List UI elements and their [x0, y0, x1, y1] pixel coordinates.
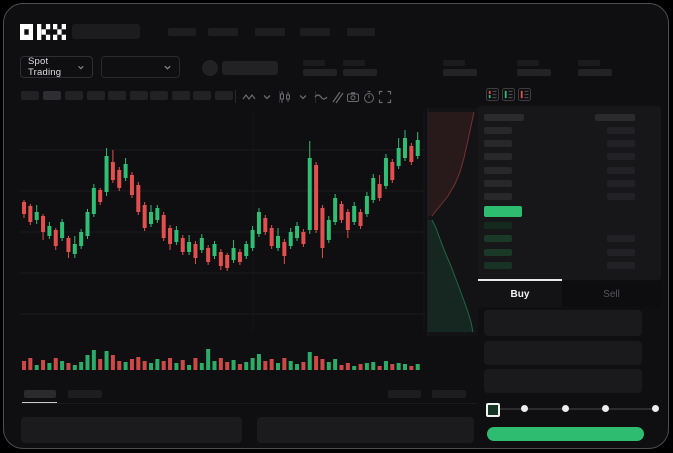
- stat-value-5: [578, 69, 612, 76]
- price-input[interactable]: [484, 310, 642, 336]
- candlestick-chart[interactable]: [20, 112, 425, 332]
- fullscreen-icon[interactable]: [378, 90, 392, 104]
- chevron-down-icon[interactable]: [260, 90, 274, 104]
- orderbook-amount-header: [595, 114, 635, 121]
- slider-stop-1[interactable]: [520, 405, 528, 412]
- market-type-label: Spot Trading: [28, 56, 62, 78]
- active-tab-indicator: [478, 279, 562, 281]
- slider-stop-3[interactable]: [601, 405, 609, 412]
- nav-item-4[interactable]: [300, 28, 330, 36]
- stat-value-4: [517, 69, 551, 76]
- timeframe-button-3[interactable]: [65, 91, 83, 100]
- bottom-divider: [20, 403, 477, 404]
- market-type-dropdown[interactable]: Spot Trading: [20, 56, 93, 78]
- ask-row-price[interactable]: [484, 166, 512, 174]
- slider-stop-4[interactable]: [651, 405, 659, 412]
- timeframe-button-5[interactable]: [108, 91, 126, 100]
- sell-tab-label: Sell: [603, 288, 620, 300]
- bottom-action-1[interactable]: [388, 390, 421, 398]
- pair-selector-dropdown[interactable]: [101, 56, 180, 78]
- slider-stop-2[interactable]: [561, 405, 569, 412]
- chevron-down-icon: [164, 65, 171, 70]
- ask-row-amount: [607, 179, 635, 187]
- total-input[interactable]: [484, 369, 642, 393]
- stat-value-3: [443, 69, 477, 76]
- wave-line-icon[interactable]: [314, 90, 328, 104]
- book-combined-icon[interactable]: [486, 88, 499, 101]
- bid-row-amount: [607, 262, 635, 270]
- okx-logo[interactable]: [20, 24, 66, 40]
- orders-list-placeholder: [21, 417, 242, 443]
- buy-tab-bg: [478, 281, 562, 307]
- separator: [272, 90, 286, 104]
- bid-row-price[interactable]: [484, 262, 512, 270]
- pair-name-placeholder: [222, 61, 278, 75]
- ask-row-price[interactable]: [484, 153, 512, 161]
- buy-tab-label: Buy: [510, 288, 530, 300]
- candle-style-icon[interactable]: [278, 90, 292, 104]
- orderbook-price-header: [484, 114, 524, 121]
- header-search-placeholder[interactable]: [72, 24, 140, 39]
- chevron-down-icon[interactable]: [296, 90, 310, 104]
- bottom-action-2[interactable]: [432, 390, 466, 398]
- bid-row-amount: [607, 235, 635, 243]
- coin-avatar: [202, 60, 218, 76]
- amount-input[interactable]: [484, 341, 642, 365]
- bid-row-price[interactable]: [484, 235, 512, 243]
- timeframe-button-1[interactable]: [21, 91, 39, 100]
- ask-row-amount: [607, 153, 635, 161]
- stat-label-4: [517, 60, 539, 66]
- nav-item-1[interactable]: [168, 28, 196, 36]
- nav-item-3[interactable]: [255, 28, 285, 36]
- sell-tab-bg: [562, 281, 661, 307]
- timeframe-button-8[interactable]: [172, 91, 190, 100]
- timeframe-button-4[interactable]: [87, 91, 105, 100]
- ask-row-price[interactable]: [484, 140, 512, 148]
- stat-value-1: [303, 69, 337, 76]
- draw-tool-icon[interactable]: [330, 90, 344, 104]
- stat-label-5: [578, 60, 600, 66]
- ask-row-amount: [607, 193, 635, 200]
- stat-label-1: [303, 60, 325, 66]
- bottom-tab-history[interactable]: [68, 390, 102, 398]
- nav-item-5[interactable]: [347, 28, 375, 36]
- tab-sell[interactable]: Sell: [562, 285, 661, 303]
- timeframe-button-7[interactable]: [150, 91, 168, 100]
- timeframe-button-9[interactable]: [193, 91, 211, 100]
- ask-row-amount: [607, 140, 635, 148]
- nav-item-2[interactable]: [208, 28, 238, 36]
- camera-icon[interactable]: [346, 90, 360, 104]
- stat-label-3: [443, 60, 465, 66]
- orderbook-last-price[interactable]: [484, 206, 522, 217]
- timer-icon[interactable]: [362, 90, 376, 104]
- slider-handle[interactable]: [486, 403, 500, 417]
- indicator-line-icon[interactable]: [242, 90, 256, 104]
- book-buy-icon[interactable]: [502, 88, 515, 101]
- tab-buy[interactable]: Buy: [478, 285, 562, 303]
- depth-overlay-panel: [427, 108, 478, 336]
- bid-row-price[interactable]: [484, 222, 512, 229]
- ask-row-price[interactable]: [484, 127, 512, 134]
- buy-submit-button[interactable]: [487, 427, 644, 441]
- ask-row-price[interactable]: [484, 179, 512, 187]
- orders-list-placeholder-2: [257, 417, 474, 443]
- book-sell-icon[interactable]: [518, 88, 531, 101]
- amount-slider-track[interactable]: [491, 408, 655, 410]
- ask-row-amount: [607, 127, 635, 134]
- bid-row-amount: [607, 248, 635, 256]
- timeframe-button-2[interactable]: [43, 91, 61, 100]
- stat-value-2: [343, 69, 377, 76]
- volume-chart[interactable]: [20, 338, 425, 370]
- bottom-tab-orders[interactable]: [24, 390, 56, 398]
- stat-label-2: [343, 60, 365, 66]
- ask-row-price[interactable]: [484, 193, 512, 200]
- bid-row-price[interactable]: [484, 248, 512, 256]
- ask-row-amount: [607, 166, 635, 174]
- timeframe-button-10[interactable]: [215, 91, 233, 100]
- toolbar-separator: [235, 90, 236, 103]
- chevron-down-icon: [78, 65, 84, 69]
- depth-chart: [428, 112, 475, 332]
- app-window: Spot Trading Buy Sell: [3, 3, 669, 449]
- timeframe-button-6[interactable]: [130, 91, 148, 100]
